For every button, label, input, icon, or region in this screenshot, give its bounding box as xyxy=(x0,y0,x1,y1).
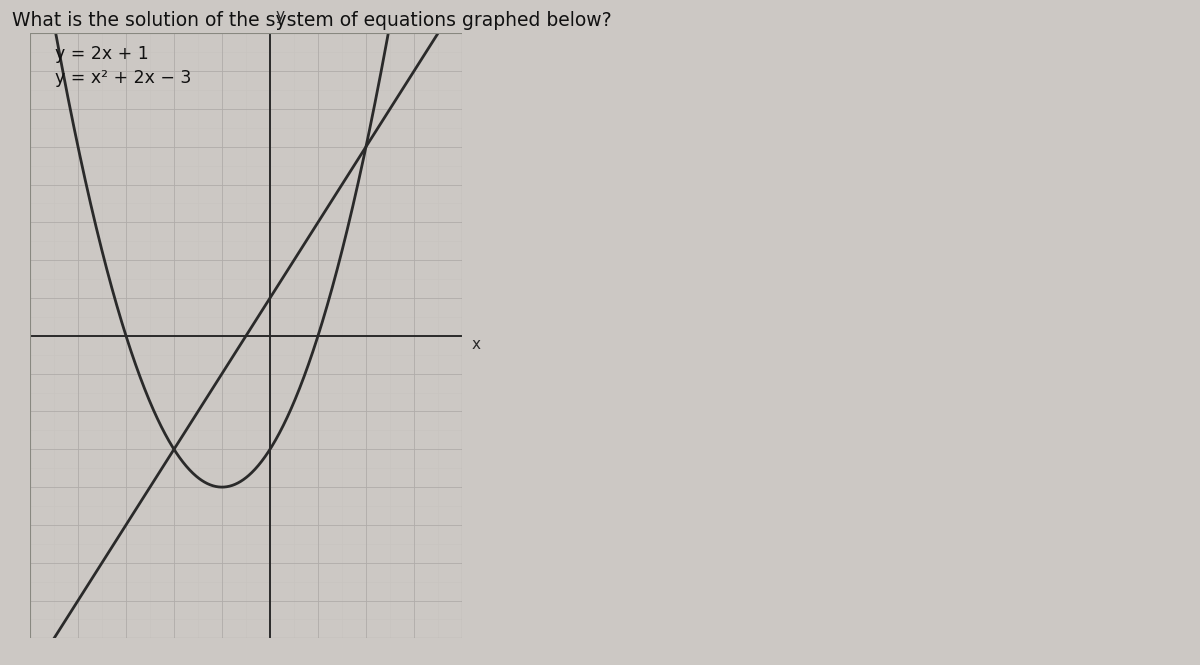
Bar xyxy=(30,33,462,638)
Text: y = x² + 2x − 3: y = x² + 2x − 3 xyxy=(55,69,191,87)
Text: What is the solution of the system of equations graphed below?: What is the solution of the system of eq… xyxy=(12,11,612,30)
Text: y: y xyxy=(276,8,284,23)
Text: y = 2x + 1: y = 2x + 1 xyxy=(55,45,149,63)
Text: x: x xyxy=(472,337,480,352)
